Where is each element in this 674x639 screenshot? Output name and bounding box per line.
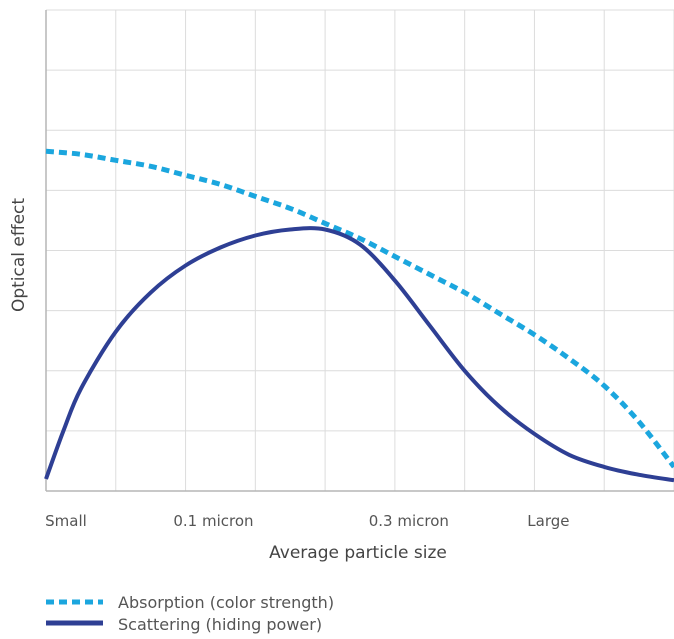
x-axis-title: Average particle size [269, 543, 447, 563]
x-tick-label: 0.3 micron [369, 512, 449, 530]
legend: Absorption (color strength) Scattering (… [46, 593, 334, 634]
series-line-absorption [45, 148, 674, 469]
series-line-scattering [44, 226, 674, 483]
axes [45, 10, 674, 492]
series-layer [44, 148, 674, 483]
legend-label-absorption: Absorption (color strength) [118, 593, 334, 612]
y-axis-title: Optical effect [9, 198, 29, 312]
x-tick-label: Large [527, 512, 569, 530]
grid [46, 9, 674, 491]
x-tick-label: 0.1 micron [173, 512, 253, 530]
x-tick-label: Small [45, 512, 87, 530]
legend-label-scattering: Scattering (hiding power) [118, 615, 322, 634]
x-tick-labels: Small 0.1 micron 0.3 micron Large [45, 512, 569, 530]
